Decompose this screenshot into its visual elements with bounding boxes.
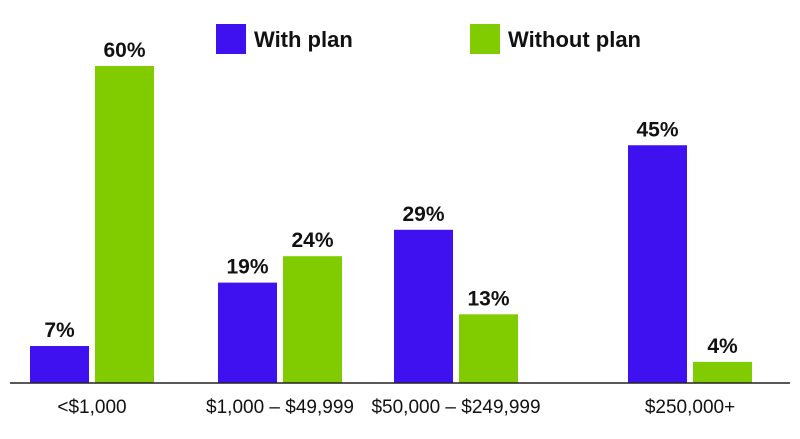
bar-without-plan-2 (459, 314, 518, 383)
x-tick-label-2: $50,000 – $249,999 (371, 397, 540, 418)
value-label-without-plan-1: 24% (291, 229, 333, 252)
value-label-with-plan-0: 7% (44, 319, 75, 342)
legend-label-with-plan: With plan (254, 27, 353, 52)
x-tick-labels-group: <$1,000 $1,000 – $49,999 $50,000 – $249,99… (57, 397, 735, 418)
x-tick-label-0: <$1,000 (57, 397, 126, 418)
x-tick-label-3: $250,000+ (645, 397, 735, 418)
value-labels-group: 7% 60% 19% 24% 29% 13% 45% 4% (44, 39, 738, 358)
value-label-without-plan-3: 4% (707, 335, 738, 358)
bar-without-plan-0 (95, 66, 154, 383)
value-label-with-plan-1: 19% (226, 256, 268, 279)
bar-with-plan-2 (394, 229, 453, 383)
legend-label-without-plan: Without plan (508, 27, 641, 52)
legend: With plan Without plan (216, 24, 641, 54)
bar-without-plan-3 (693, 361, 752, 383)
bar-without-plan-1 (283, 256, 342, 383)
value-label-with-plan-3: 45% (636, 118, 678, 141)
value-label-with-plan-2: 29% (402, 203, 444, 226)
x-tick-label-1: $1,000 – $49,999 (206, 397, 354, 418)
bar-with-plan-0 (30, 346, 89, 383)
value-label-without-plan-2: 13% (467, 287, 509, 310)
legend-swatch-with-plan (216, 24, 246, 54)
value-label-without-plan-0: 60% (103, 39, 145, 62)
legend-swatch-without-plan (470, 24, 500, 54)
bar-with-plan-3 (628, 145, 687, 383)
bar-with-plan-1 (218, 282, 277, 383)
bars-group (30, 66, 752, 383)
